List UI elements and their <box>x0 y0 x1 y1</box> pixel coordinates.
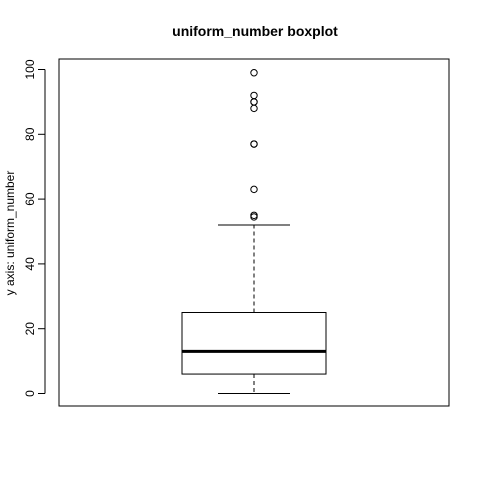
plot-frame <box>58 58 450 407</box>
outlier-point <box>250 69 258 77</box>
iqr-box <box>181 312 327 375</box>
y-axis: 0 20 40 60 80 100 <box>23 59 46 397</box>
box-group <box>181 224 327 394</box>
y-tick-label: 0 <box>23 390 37 397</box>
outlier-point <box>250 185 258 194</box>
y-tick-label: 60 <box>23 192 37 206</box>
outlier-point <box>250 211 258 220</box>
y-tick-label: 80 <box>23 127 37 141</box>
y-tick-label: 40 <box>23 257 37 271</box>
outlier-group <box>250 69 258 221</box>
outlier-point <box>250 91 258 100</box>
outlier-point <box>250 104 258 113</box>
y-axis-label: y axis: uniform_number <box>3 171 17 296</box>
y-tick-label: 20 <box>23 322 37 336</box>
y-tick-label: 100 <box>23 59 37 79</box>
outlier-point <box>250 140 258 148</box>
chart-title: uniform_number boxplot <box>172 23 338 39</box>
outlier-point <box>250 98 258 106</box>
